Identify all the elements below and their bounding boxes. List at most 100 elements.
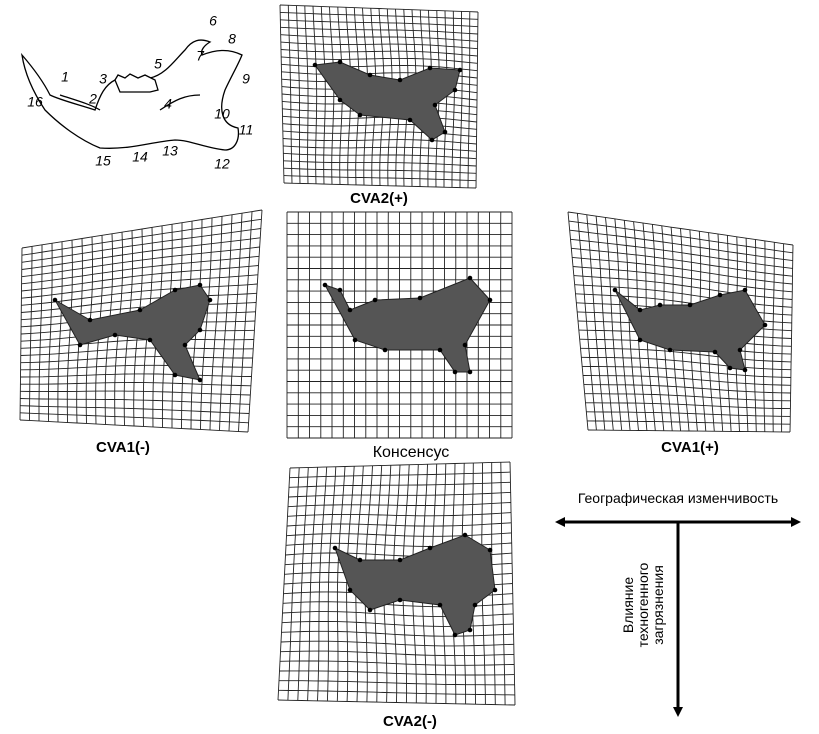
panel-label: CVA1(+) bbox=[661, 439, 719, 456]
grid-line bbox=[281, 57, 477, 63]
landmark-dot bbox=[358, 558, 363, 563]
grid-line bbox=[574, 276, 792, 300]
landmark-dot bbox=[383, 348, 388, 353]
grid-line bbox=[20, 391, 250, 395]
grid-line bbox=[283, 139, 477, 145]
grid-line bbox=[20, 383, 251, 386]
grid-line bbox=[318, 467, 327, 701]
landmark-dot bbox=[78, 343, 83, 348]
grid-line bbox=[282, 621, 513, 626]
grid-line bbox=[468, 12, 470, 188]
grid-line bbox=[22, 247, 260, 277]
landmark-dot bbox=[463, 343, 468, 348]
grid-line bbox=[313, 6, 317, 184]
grid-line bbox=[210, 216, 222, 430]
grid-line bbox=[289, 492, 511, 497]
axis-label-vertical: Влияние техногенного загрязнения bbox=[620, 562, 666, 647]
grid-line bbox=[281, 651, 515, 656]
grid-line bbox=[283, 146, 476, 151]
panel-label: CVA2(+) bbox=[350, 190, 408, 207]
landmark-dot bbox=[743, 288, 748, 293]
axis-label: техногенного bbox=[635, 562, 651, 647]
axis-label: Географическая изменчивость bbox=[578, 490, 778, 506]
grid-line bbox=[288, 503, 511, 507]
grid-line bbox=[305, 6, 308, 184]
grid-line bbox=[586, 412, 790, 417]
landmark-dot bbox=[368, 608, 373, 613]
landmark-label: 8 bbox=[228, 31, 236, 47]
landmark-dot bbox=[473, 603, 478, 608]
landmark-dot bbox=[323, 283, 328, 288]
grid-line bbox=[452, 11, 455, 187]
landmark-dot bbox=[638, 308, 643, 313]
grid-line bbox=[297, 6, 301, 184]
landmark-dot bbox=[148, 338, 153, 343]
landmark-label: 14 bbox=[132, 149, 148, 165]
landmark-dot bbox=[668, 348, 673, 353]
grid-line bbox=[337, 467, 345, 702]
shape-cva2-minus bbox=[335, 535, 495, 635]
grid-line bbox=[764, 241, 766, 432]
landmark-dot bbox=[458, 68, 463, 73]
landmark-label: 11 bbox=[239, 122, 254, 138]
landmark-dot bbox=[198, 283, 203, 288]
grid-line bbox=[280, 20, 478, 27]
landmark-dot bbox=[743, 368, 748, 373]
landmark-label: 10 bbox=[214, 106, 230, 122]
landmark-dot bbox=[183, 343, 188, 348]
landmark-dot bbox=[488, 548, 493, 553]
landmark-dot bbox=[718, 293, 723, 298]
landmark-dot bbox=[438, 603, 443, 608]
landmark-dot bbox=[443, 130, 448, 135]
grid-line bbox=[287, 533, 512, 536]
landmark-dot bbox=[713, 350, 718, 355]
landmark-dot bbox=[348, 588, 353, 593]
landmark-dot bbox=[658, 303, 663, 308]
landmark-dot bbox=[408, 118, 413, 123]
landmark-label: 9 bbox=[242, 71, 250, 87]
grid-line bbox=[444, 11, 447, 187]
panel-label: CVA1(-) bbox=[96, 439, 150, 456]
grid-line bbox=[288, 513, 512, 517]
landmark-dot bbox=[358, 113, 363, 118]
landmark-dot bbox=[433, 103, 438, 108]
landmark-dot bbox=[463, 533, 468, 538]
axis-label: загрязнения bbox=[650, 565, 666, 645]
grid-line bbox=[596, 216, 613, 430]
panel-label: Консенсус bbox=[373, 444, 450, 461]
landmark-dot bbox=[353, 338, 358, 343]
landmark-dot bbox=[613, 288, 618, 293]
grid-line bbox=[327, 467, 335, 701]
landmark-dot bbox=[488, 298, 493, 303]
landmark-label: 6 bbox=[209, 13, 217, 29]
grid-line bbox=[21, 357, 253, 363]
grid-line bbox=[20, 406, 249, 414]
landmark-dot bbox=[453, 633, 458, 638]
grid-line bbox=[587, 215, 605, 431]
jaw-sketch bbox=[22, 40, 242, 150]
grid-line bbox=[584, 385, 791, 393]
landmark-dot bbox=[398, 598, 403, 603]
landmark-dot bbox=[338, 288, 343, 293]
landmark-dot bbox=[493, 588, 498, 593]
landmark-dot bbox=[313, 63, 318, 68]
grid-line bbox=[501, 462, 505, 705]
grid-line bbox=[330, 7, 334, 185]
landmark-label: 16 bbox=[27, 94, 43, 110]
landmark-dot bbox=[88, 318, 93, 323]
grid-line bbox=[58, 242, 62, 422]
landmark-dot bbox=[453, 88, 458, 93]
grid-line bbox=[289, 482, 510, 487]
shape-consensus bbox=[325, 278, 490, 372]
grid-line bbox=[308, 467, 318, 700]
landmark-dot bbox=[430, 138, 435, 143]
landmark-label: 13 bbox=[162, 143, 178, 159]
landmark-dot bbox=[208, 298, 213, 303]
grid-line bbox=[773, 242, 775, 431]
shape-cva2-plus bbox=[315, 62, 460, 140]
landmark-dot bbox=[638, 338, 643, 343]
grid-line bbox=[67, 240, 72, 422]
landmark-dot bbox=[113, 333, 118, 338]
landmark-dot bbox=[198, 328, 203, 333]
grid-line bbox=[282, 631, 514, 636]
